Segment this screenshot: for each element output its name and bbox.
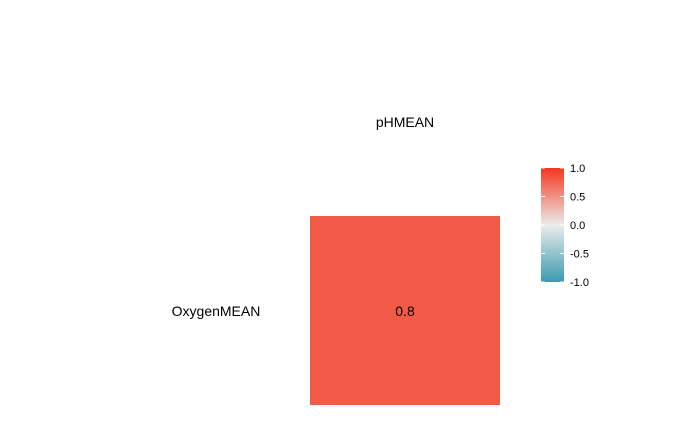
colorbar-tick-label: -1.0	[570, 277, 589, 289]
x-category-label: pHMEAN	[376, 114, 434, 130]
colorbar-gradient	[541, 168, 564, 282]
colorbar-tick-label: 0.5	[570, 192, 585, 204]
heatmap-cell	[310, 216, 500, 405]
colorbar-legend: 1.0 0.5 0.0 -0.5 -1.0	[541, 163, 589, 289]
colorbar-tick-label: 0.0	[570, 220, 585, 232]
y-category-label: OxygenMEAN	[172, 303, 261, 319]
colorbar-ticks: 1.0 0.5 0.0 -0.5 -1.0	[541, 163, 589, 289]
colorbar-tick-label: -0.5	[570, 249, 589, 261]
cell-value-label: 0.8	[395, 303, 415, 319]
colorbar-tick-label: 1.0	[570, 163, 585, 175]
